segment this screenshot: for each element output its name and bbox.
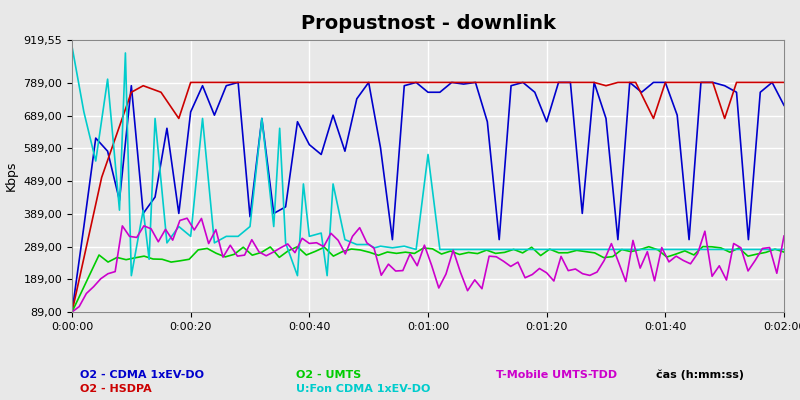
- O2 - HSDPA: [542, 80, 551, 85]
- O2 - HSDPA: [138, 83, 148, 88]
- O2 - UMTS: [698, 244, 708, 249]
- O2 - HSDPA: [305, 80, 314, 85]
- O2 - HSDPA: [293, 80, 302, 85]
- O2 - HSDPA: [394, 80, 403, 85]
- O2 - CDMA 1xEV-DO: [459, 82, 469, 86]
- U:Fon CDMA 1xEV-DO: [67, 44, 77, 49]
- Line: O2 - CDMA 1xEV-DO: O2 - CDMA 1xEV-DO: [72, 82, 784, 312]
- O2 - HSDPA: [649, 116, 658, 121]
- O2 - CDMA 1xEV-DO: [779, 103, 789, 108]
- O2 - HSDPA: [631, 80, 641, 85]
- O2 - HSDPA: [156, 90, 166, 95]
- O2 - HSDPA: [470, 80, 480, 85]
- O2 - UMTS: [554, 250, 563, 255]
- O2 - HSDPA: [317, 80, 326, 85]
- O2 - UMTS: [779, 250, 789, 254]
- O2 - UMTS: [490, 251, 500, 256]
- O2 - HSDPA: [364, 80, 374, 85]
- O2 - HSDPA: [720, 116, 730, 121]
- O2 - HSDPA: [352, 80, 362, 85]
- Line: U:Fon CDMA 1xEV-DO: U:Fon CDMA 1xEV-DO: [72, 46, 784, 276]
- O2 - HSDPA: [174, 116, 184, 121]
- O2 - HSDPA: [334, 80, 344, 85]
- T-Mobile UMTS-TDD: [211, 227, 221, 232]
- O2 - HSDPA: [245, 80, 254, 85]
- O2 - HSDPA: [750, 80, 759, 85]
- O2 - HSDPA: [590, 80, 599, 85]
- O2 - UMTS: [382, 250, 392, 254]
- O2 - HSDPA: [779, 80, 789, 85]
- O2 - HSDPA: [554, 80, 563, 85]
- T-Mobile UMTS-TDD: [750, 258, 760, 263]
- U:Fon CDMA 1xEV-DO: [370, 246, 379, 250]
- O2 - HSDPA: [215, 80, 225, 85]
- O2 - HSDPA: [275, 80, 285, 85]
- Line: T-Mobile UMTS-TDD: T-Mobile UMTS-TDD: [72, 218, 784, 312]
- O2 - HSDPA: [708, 80, 718, 85]
- O2 - HSDPA: [482, 80, 492, 85]
- O2 - CDMA 1xEV-DO: [210, 113, 219, 118]
- U:Fon CDMA 1xEV-DO: [126, 273, 136, 278]
- O2 - CDMA 1xEV-DO: [245, 214, 254, 219]
- O2 - UMTS: [500, 250, 510, 255]
- T-Mobile UMTS-TDD: [67, 310, 77, 314]
- Text: čas (h:mm:ss): čas (h:mm:ss): [656, 370, 744, 380]
- O2 - HSDPA: [571, 80, 581, 85]
- T-Mobile UMTS-TDD: [779, 234, 789, 238]
- O2 - HSDPA: [494, 80, 504, 85]
- T-Mobile UMTS-TDD: [729, 241, 738, 246]
- O2 - UMTS: [67, 310, 77, 314]
- O2 - HSDPA: [732, 80, 742, 85]
- O2 - HSDPA: [530, 80, 539, 85]
- Text: O2 - HSDPA: O2 - HSDPA: [80, 384, 152, 394]
- U:Fon CDMA 1xEV-DO: [779, 247, 789, 252]
- U:Fon CDMA 1xEV-DO: [340, 237, 350, 242]
- O2 - HSDPA: [186, 80, 195, 85]
- O2 - CDMA 1xEV-DO: [234, 80, 243, 85]
- O2 - HSDPA: [234, 80, 243, 85]
- O2 - HSDPA: [672, 80, 682, 85]
- Title: Propustnost - downlink: Propustnost - downlink: [301, 14, 555, 33]
- O2 - HSDPA: [257, 80, 266, 85]
- O2 - HSDPA: [67, 310, 77, 314]
- O2 - CDMA 1xEV-DO: [67, 310, 77, 314]
- O2 - HSDPA: [690, 80, 700, 85]
- Y-axis label: Kbps: Kbps: [5, 161, 18, 191]
- O2 - CDMA 1xEV-DO: [506, 83, 516, 88]
- O2 - HSDPA: [613, 80, 622, 85]
- O2 - CDMA 1xEV-DO: [328, 113, 338, 118]
- O2 - HSDPA: [435, 80, 445, 85]
- O2 - HSDPA: [126, 90, 136, 95]
- T-Mobile UMTS-TDD: [498, 259, 508, 264]
- Text: O2 - CDMA 1xEV-DO: O2 - CDMA 1xEV-DO: [80, 370, 204, 380]
- Text: U:Fon CDMA 1xEV-DO: U:Fon CDMA 1xEV-DO: [296, 384, 430, 394]
- O2 - HSDPA: [376, 80, 386, 85]
- O2 - HSDPA: [198, 80, 207, 85]
- O2 - UMTS: [527, 245, 537, 250]
- O2 - HSDPA: [661, 80, 670, 85]
- O2 - CDMA 1xEV-DO: [696, 80, 706, 85]
- O2 - HSDPA: [411, 80, 421, 85]
- Text: T-Mobile UMTS-TDD: T-Mobile UMTS-TDD: [496, 370, 617, 380]
- O2 - HSDPA: [423, 80, 433, 85]
- T-Mobile UMTS-TDD: [441, 272, 450, 276]
- O2 - UMTS: [707, 244, 717, 249]
- T-Mobile UMTS-TDD: [182, 216, 192, 221]
- Text: O2 - UMTS: O2 - UMTS: [296, 370, 362, 380]
- O2 - HSDPA: [512, 80, 522, 85]
- Line: O2 - HSDPA: O2 - HSDPA: [72, 82, 784, 312]
- Line: O2 - UMTS: O2 - UMTS: [72, 246, 784, 312]
- U:Fon CDMA 1xEV-DO: [150, 116, 160, 121]
- U:Fon CDMA 1xEV-DO: [174, 224, 184, 229]
- T-Mobile UMTS-TDD: [240, 253, 250, 258]
- O2 - HSDPA: [767, 80, 777, 85]
- O2 - HSDPA: [602, 83, 611, 88]
- U:Fon CDMA 1xEV-DO: [602, 247, 611, 252]
- O2 - HSDPA: [453, 80, 462, 85]
- O2 - HSDPA: [97, 175, 106, 180]
- U:Fon CDMA 1xEV-DO: [732, 247, 742, 252]
